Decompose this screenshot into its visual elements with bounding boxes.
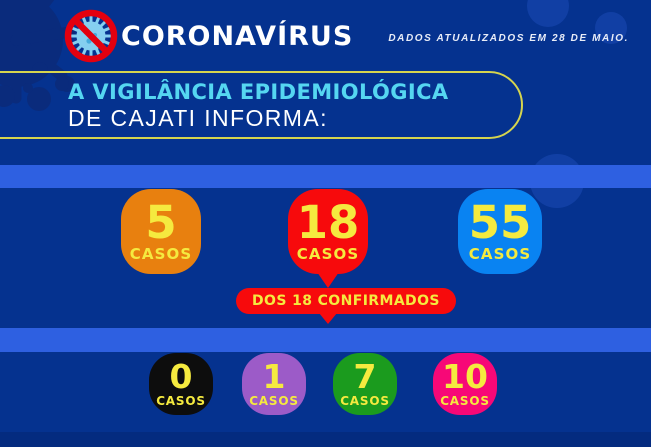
badge-obitos: 0 CASOS [149,353,213,415]
primary-label-band [0,165,651,188]
brand-title: CORONAVÍRUS [121,21,354,52]
title-box: A VIGILÂNCIA EPIDEMIOLÓGICA DE CAJATI IN… [0,71,523,139]
recuperados-unit: CASOS [440,394,490,408]
badge-suspeitos: 5 CASOS [121,189,201,274]
footer-strip [0,432,651,447]
connector-pill: DOS 18 CONFIRMADOS [236,288,456,314]
quarentena-count: 7 [353,357,377,396]
secondary-label-band [0,328,651,352]
recuperados-count: 10 [442,357,488,396]
confirmados-unit: CASOS [296,245,360,263]
updated-date-text: DADOS ATUALIZADOS EM 28 DE MAIO. [388,33,629,44]
obitos-count: 0 [169,357,193,396]
quarentena-unit: CASOS [340,394,390,408]
badge-descartados: 55 CASOS [458,189,542,274]
suspeitos-unit: CASOS [129,245,193,263]
obitos-unit: CASOS [156,394,206,408]
badge-recuperados: 10 CASOS [433,353,497,415]
descartados-unit: CASOS [468,245,532,263]
internados-count: 1 [262,357,286,396]
title-line-1: A VIGILÂNCIA EPIDEMIOLÓGICA [68,79,449,104]
no-virus-icon [64,9,118,63]
title-line-2: DE CAJATI INFORMA: [68,104,328,131]
suspeitos-count: 5 [145,196,177,249]
badge-internados: 1 CASOS [242,353,306,415]
badge-quarentena: 7 CASOS [333,353,397,415]
connector-arrow-top [317,272,339,288]
descartados-count: 55 [468,196,532,249]
badge-confirmados: 18 CASOS [288,189,368,274]
internados-unit: CASOS [249,394,299,408]
connector-arrow-bottom [319,313,337,324]
confirmados-count: 18 [296,196,360,249]
